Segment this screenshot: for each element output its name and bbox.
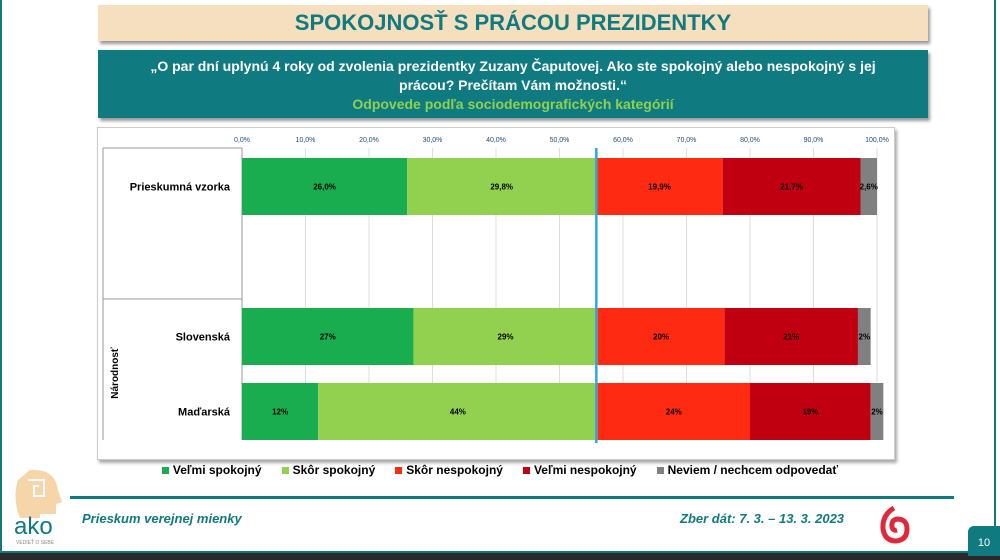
- data-label: 29%: [498, 333, 514, 342]
- legend-label: Skôr nespokojný: [406, 463, 503, 477]
- footer-survey-label: Prieskum verejnej mienky: [82, 511, 242, 526]
- data-label: 27%: [320, 333, 336, 342]
- legend-item: Skôr nespokojný: [395, 463, 503, 477]
- data-label: 2%: [859, 333, 871, 342]
- slide-title: SPOKOJNOSŤ S PRÁCOU PREZIDENTKY: [98, 5, 928, 41]
- data-label: 44%: [450, 408, 466, 417]
- logo-tagline: VEDIEŤ O SEBE: [16, 538, 55, 546]
- data-label: 21%: [783, 333, 799, 342]
- bar-segment: [597, 383, 750, 440]
- legend-item: Neviem / nechcem odpovedať: [656, 463, 839, 477]
- stacked-bar-chart: 0,0% 10,0% 20,0% 30,0% 40,0% 50,0% 60,0% 70,0% 8…: [102, 137, 889, 443]
- x-tick-label: 80,0%: [740, 137, 760, 144]
- legend-swatch: [395, 467, 403, 474]
- ako-logo: ako VEDIEŤ O SEBE: [14, 469, 62, 546]
- category-label: Maďarská: [178, 407, 231, 419]
- x-tick-label: 30,0%: [423, 137, 443, 144]
- category-label: Slovenská: [176, 332, 231, 344]
- question-line-1: „O par dní uplynú 4 roky od zvolenia pre…: [150, 58, 876, 74]
- data-label: 2,6%: [860, 183, 878, 192]
- question-box: „O par dní uplynú 4 roky od zvolenia pre…: [98, 50, 928, 118]
- bar-segment: [407, 158, 597, 215]
- svg-text:ako: ako: [14, 513, 53, 540]
- data-label: 19%: [802, 408, 818, 417]
- x-tick-label: 90,0%: [804, 137, 824, 144]
- bar-segment: [318, 383, 598, 440]
- x-tick-label: 0,0%: [234, 137, 250, 144]
- x-tick-label: 20,0%: [359, 137, 379, 144]
- bar-segment: [870, 383, 884, 440]
- bar-segment: [596, 158, 723, 215]
- legend-item: Skôr spokojný: [281, 463, 376, 477]
- data-label: 24%: [666, 408, 682, 417]
- legend-item: Veľmi spokojný: [161, 463, 262, 477]
- legend-label: Veľmi spokojný: [172, 463, 262, 477]
- x-tick-label: 10,0%: [296, 137, 316, 144]
- category-label: Prieskumná vzorka: [130, 182, 231, 194]
- legend-item: Veľmi nespokojný: [522, 463, 637, 477]
- broadcaster-logo-icon: [880, 505, 910, 544]
- subtitle: Odpovede podľa sociodemografických kateg…: [352, 96, 674, 112]
- bar-segment: [860, 158, 877, 215]
- legend-swatch: [281, 467, 289, 474]
- bar-segment: [724, 308, 858, 365]
- legend-label: Skôr spokojný: [292, 463, 376, 477]
- legend-swatch: [161, 467, 169, 474]
- bar-segment: [242, 383, 319, 440]
- data-label: 26,0%: [313, 183, 336, 192]
- x-tick-label: 50,0%: [550, 137, 570, 144]
- x-tick-label: 40,0%: [486, 137, 506, 144]
- bar-segment: [750, 383, 871, 440]
- legend-swatch: [656, 467, 664, 474]
- data-label: 20%: [653, 333, 669, 342]
- x-tick-label: 100,0%: [865, 137, 889, 144]
- data-label: 19,9%: [648, 183, 671, 192]
- legend-label: Neviem / nechcem odpovedať: [667, 463, 839, 477]
- legend-label: Veľmi nespokojný: [533, 463, 637, 477]
- x-tick-label: 70,0%: [677, 137, 697, 144]
- bottom-bar: [0, 553, 1000, 560]
- bar-segment: [242, 158, 408, 215]
- data-label: 2%: [871, 408, 883, 417]
- chart-box: 0,0% 10,0% 20,0% 30,0% 40,0% 50,0% 60,0% 70,0% 8…: [97, 127, 895, 460]
- data-label: 29,8%: [490, 183, 513, 192]
- legend-swatch: [522, 467, 530, 474]
- footer-rule: [70, 496, 954, 499]
- footer-date: Zber dát: 7. 3. – 13. 3. 2023: [680, 511, 845, 526]
- group-label: Národnosť: [110, 347, 121, 399]
- question-line-2: prácou? Prečítam Vám možnosti.“: [399, 77, 627, 93]
- x-tick-label: 60,0%: [613, 137, 633, 144]
- data-label: 21,7%: [780, 183, 803, 192]
- bar-segment: [413, 308, 598, 365]
- page-number: 10: [968, 526, 1000, 556]
- bar-segment: [857, 308, 871, 365]
- bar-segment: [722, 158, 861, 215]
- data-label: 12%: [272, 408, 288, 417]
- bar-segment: [242, 308, 414, 365]
- bar-segment: [597, 308, 725, 365]
- legend: Veľmi spokojný Skôr spokojný Skôr nespokoj…: [0, 463, 1000, 477]
